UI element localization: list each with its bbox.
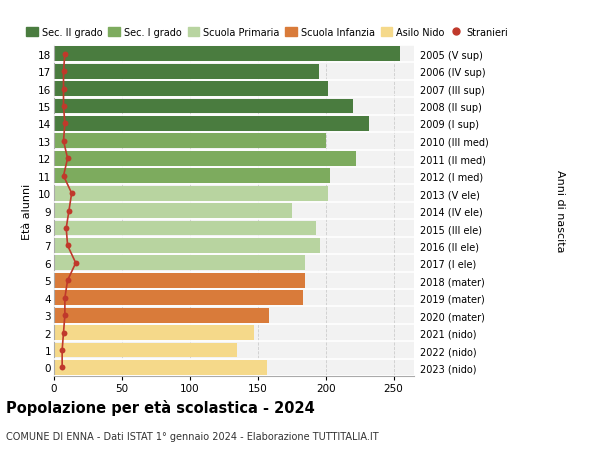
Bar: [54, 82, 328, 97]
Point: [58, 347, 67, 354]
Point: [58, 364, 67, 371]
Bar: [54, 65, 319, 79]
Bar: [54, 360, 267, 375]
Bar: [54, 325, 254, 340]
Bar: [54, 151, 356, 166]
Text: Popolazione per età scolastica - 2024: Popolazione per età scolastica - 2024: [6, 399, 315, 415]
Y-axis label: Anni di nascita: Anni di nascita: [554, 170, 565, 252]
Point: [60, 121, 70, 128]
Bar: [54, 343, 238, 358]
Point: [63, 277, 73, 285]
Text: COMUNE DI ENNA - Dati ISTAT 1° gennaio 2024 - Elaborazione TUTTITALIA.IT: COMUNE DI ENNA - Dati ISTAT 1° gennaio 2…: [6, 431, 379, 442]
Point: [71, 260, 80, 267]
Bar: [54, 221, 316, 236]
Bar: [54, 100, 353, 114]
Bar: [54, 256, 305, 271]
Point: [60, 51, 70, 58]
Bar: [54, 204, 292, 218]
Point: [60, 294, 70, 302]
Bar: [54, 291, 302, 306]
Point: [63, 242, 73, 250]
Point: [59, 103, 68, 111]
Point: [59, 68, 68, 76]
Bar: [54, 47, 400, 62]
Point: [61, 225, 71, 232]
Y-axis label: Età alunni: Età alunni: [22, 183, 32, 239]
Point: [63, 155, 73, 162]
Legend: Sec. II grado, Sec. I grado, Scuola Primaria, Scuola Infanzia, Asilo Nido, Stran: Sec. II grado, Sec. I grado, Scuola Prim…: [26, 28, 508, 38]
Point: [64, 207, 74, 215]
Bar: [54, 308, 269, 323]
Bar: [54, 273, 305, 288]
Bar: [54, 186, 328, 201]
Bar: [54, 134, 326, 149]
Point: [60, 312, 70, 319]
Bar: [54, 239, 320, 253]
Point: [67, 190, 76, 197]
Point: [59, 86, 68, 93]
Bar: [54, 117, 369, 132]
Point: [59, 173, 68, 180]
Point: [59, 329, 68, 336]
Bar: [54, 169, 330, 184]
Point: [59, 138, 68, 145]
